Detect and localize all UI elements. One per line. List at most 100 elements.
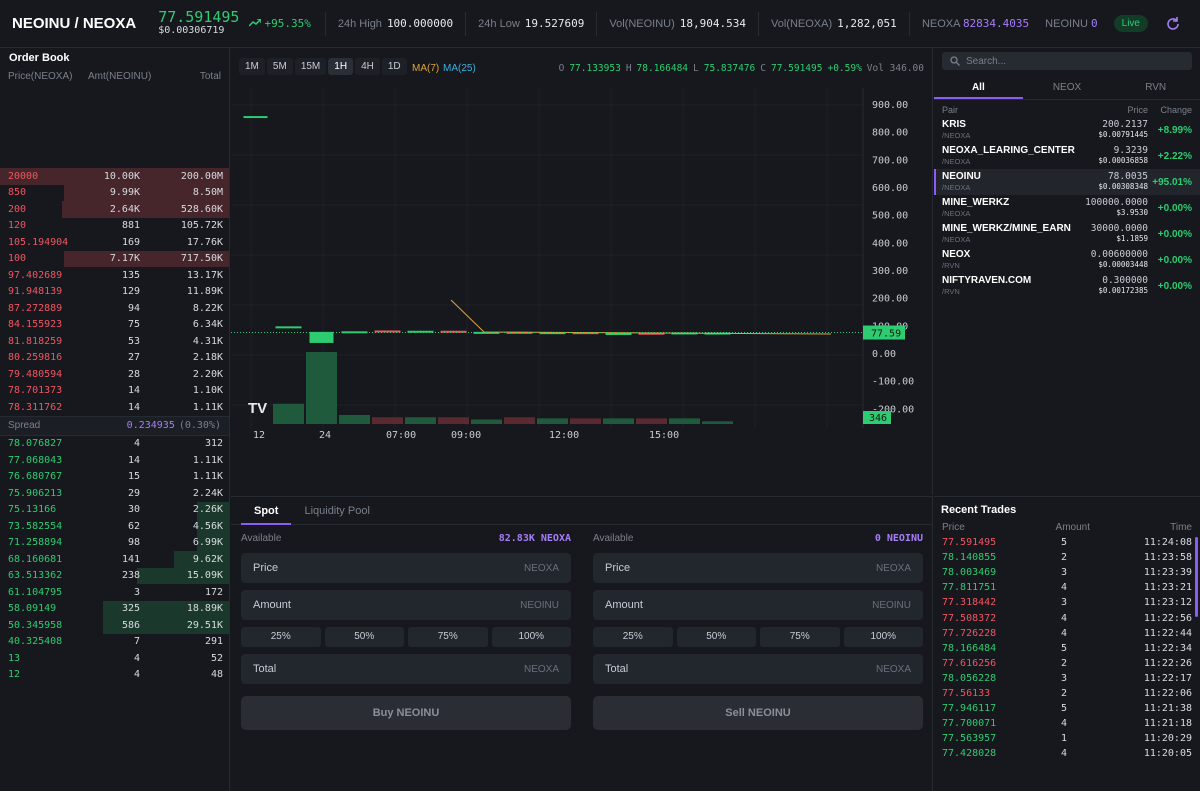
bid-row[interactable]: 40.325408 7 291 [0, 634, 229, 651]
ask-row[interactable]: 20000 10.00K 200.00M [0, 168, 229, 185]
row-price: 91.948139 [8, 286, 63, 298]
timeframe-15m[interactable]: 15M [294, 58, 327, 75]
timeframe-1h[interactable]: 1H [328, 58, 354, 75]
available-value: 82.83K NEOXA [498, 533, 571, 544]
trade-amount: 4 [1060, 612, 1068, 624]
trade-time: 11:24:08 [1143, 537, 1192, 549]
sell-price-field[interactable]: Price NEOXA [593, 553, 923, 583]
ask-row[interactable]: 79.480594 28 2.20K [0, 366, 229, 383]
sell-50-button[interactable]: 50% [676, 627, 756, 647]
ask-row[interactable]: 120 881 105.72K [0, 218, 229, 235]
pair-name: NIFTYRAVEN.COM [942, 274, 1032, 286]
scrollbar[interactable] [1195, 537, 1198, 617]
tab-rvn[interactable]: RVN [1145, 82, 1167, 93]
buy-total-field[interactable]: Total NEOXA [241, 654, 571, 684]
buy-100-button[interactable]: 100% [491, 627, 571, 647]
buy-50-button[interactable]: 50% [324, 627, 404, 647]
row-price: 77.068043 [8, 454, 63, 466]
trade-amount: 4 [1060, 718, 1068, 730]
market-row[interactable]: NEOINU/NEOXA 78.0035 $0.00308348 +95.01% [934, 169, 1200, 195]
bid-row[interactable]: 76.680767 15 1.11K [0, 469, 229, 486]
bid-row[interactable]: 71.258894 98 6.99K [0, 534, 229, 551]
ask-row[interactable]: 97.402689 135 13.17K [0, 267, 229, 284]
buy-price-field[interactable]: Price NEOXA [241, 553, 571, 583]
pair-name: NEOXA_LEARING_CENTER [942, 144, 1075, 156]
search-input[interactable]: Search... [942, 52, 1192, 70]
trade-time: 11:23:21 [1143, 582, 1192, 594]
market-row[interactable]: NIFTYRAVEN.COM/RVN 0.300000 $0.00172385 +0.… [934, 273, 1200, 299]
bid-row[interactable]: 58.09149 325 18.89K [0, 600, 229, 617]
row-total: 6.34K [192, 319, 223, 331]
timeframe-4h[interactable]: 4H [355, 58, 380, 75]
sell-total-field[interactable]: Total NEOXA [593, 654, 923, 684]
ask-row[interactable]: 81.818259 53 4.31K [0, 333, 229, 350]
trend-up-icon [248, 18, 263, 27]
tab-liquidity-pool[interactable]: Liquidity Pool [304, 504, 370, 517]
tradingview-logo: TV [248, 400, 267, 417]
row-amount: 141 [121, 553, 140, 565]
ask-row[interactable]: 200 2.64K 528.60K [0, 201, 229, 218]
bid-row[interactable]: 50.345958 586 29.51K [0, 617, 229, 634]
ohlc-change: +0.59% [827, 63, 862, 74]
sell-75-button[interactable]: 75% [760, 627, 840, 647]
market-row[interactable]: KRIS/NEOXA 200.2137 $0.00791445 +8.99% [934, 117, 1200, 143]
spread-value: 0.234935 [126, 420, 175, 431]
market-row[interactable]: MINE_WERKZ/NEOXA 100000.0000 $3.9530 +0.00% [934, 195, 1200, 221]
trade-price: 77.811751 [942, 582, 997, 594]
ask-row[interactable]: 84.155923 75 6.34K [0, 317, 229, 334]
bid-row[interactable]: 78.076827 4 312 [0, 436, 229, 453]
market-row[interactable]: MINE_WERKZ/MINE_EARN/NEOXA 30000.0000 $1.1… [934, 221, 1200, 247]
trade-price: 78.166484 [942, 642, 997, 654]
bid-row[interactable]: 12 4 48 [0, 667, 229, 684]
pair-title[interactable]: NEOINU / NEOXA [12, 15, 137, 32]
sell-amount-field[interactable]: Amount NEOINU [593, 590, 923, 620]
row-price: 75.906213 [8, 487, 63, 499]
row-amount: 98 [127, 537, 140, 549]
market-row[interactable]: NEOXA_LEARING_CENTER/NEOXA 9.3239 $0.00036… [934, 143, 1200, 169]
bid-row[interactable]: 63.513362 238 15.09K [0, 567, 229, 584]
buy-75-button[interactable]: 75% [408, 627, 488, 647]
ask-row[interactable]: 100 7.17K 717.50K [0, 250, 229, 267]
buy-button[interactable]: Buy NEOINU [241, 696, 571, 730]
trade-row: 77.811751 4 11:23:21 [934, 580, 1200, 595]
bid-row[interactable]: 61.104795 3 172 [0, 584, 229, 601]
ask-row[interactable]: 78.701373 14 1.10K [0, 383, 229, 400]
tab-spot[interactable]: Spot [241, 497, 292, 525]
timeframe-1m[interactable]: 1M [239, 58, 265, 75]
tab-neox[interactable]: NEOX [1052, 82, 1082, 93]
trade-row: 78.056228 3 11:22:17 [934, 671, 1200, 686]
bid-row[interactable]: 13 4 52 [0, 650, 229, 667]
tab-all[interactable]: All [934, 76, 1023, 99]
sell-percent-buttons: 25% 50% 75% 100% [593, 627, 923, 647]
ask-row[interactable]: 105.194904 169 17.76K [0, 234, 229, 251]
timeframe-1d[interactable]: 1D [381, 58, 407, 75]
depth-bar [64, 250, 229, 267]
ask-row[interactable]: 87.272889 94 8.22K [0, 300, 229, 317]
sell-button[interactable]: Sell NEOINU [593, 696, 923, 730]
sell-100-button[interactable]: 100% [843, 627, 923, 647]
bid-row[interactable]: 68.160681 141 9.62K [0, 551, 229, 568]
depth-bar [196, 501, 229, 518]
buy-25-button[interactable]: 25% [241, 627, 321, 647]
refresh-icon[interactable] [1164, 15, 1182, 33]
trade-amount: 2 [1060, 552, 1068, 564]
price-tick: 200.00 [872, 294, 908, 305]
row-amount: 135 [121, 269, 140, 281]
row-amount: 9.99K [109, 187, 140, 199]
bid-row[interactable]: 75.906213 29 2.24K [0, 485, 229, 502]
ask-row[interactable]: 78.311762 14 1.11K [0, 399, 229, 416]
market-row[interactable]: NEOX/RVN 0.00600000 $0.00003448 +0.00% [934, 247, 1200, 273]
bid-row[interactable]: 75.13166 30 2.26K [0, 501, 229, 518]
ask-row[interactable]: 80.259816 27 2.18K [0, 350, 229, 367]
timeframe-5m[interactable]: 5M [266, 58, 293, 75]
depth-bar [137, 567, 229, 584]
buy-amount-field[interactable]: Amount NEOINU [241, 590, 571, 620]
bid-row[interactable]: 73.582554 62 4.56K [0, 518, 229, 535]
trade-price: 77.726228 [942, 627, 997, 639]
sell-25-button[interactable]: 25% [593, 627, 673, 647]
volume-bar [339, 415, 370, 424]
candlestick-chart[interactable]: 900.00 800.00 700.00 600.00 500.00 400.00 300.… [231, 48, 933, 495]
ask-row[interactable]: 91.948139 129 11.89K [0, 284, 229, 301]
bid-row[interactable]: 77.068043 14 1.11K [0, 452, 229, 469]
ask-row[interactable]: 850 9.99K 8.50M [0, 184, 229, 201]
